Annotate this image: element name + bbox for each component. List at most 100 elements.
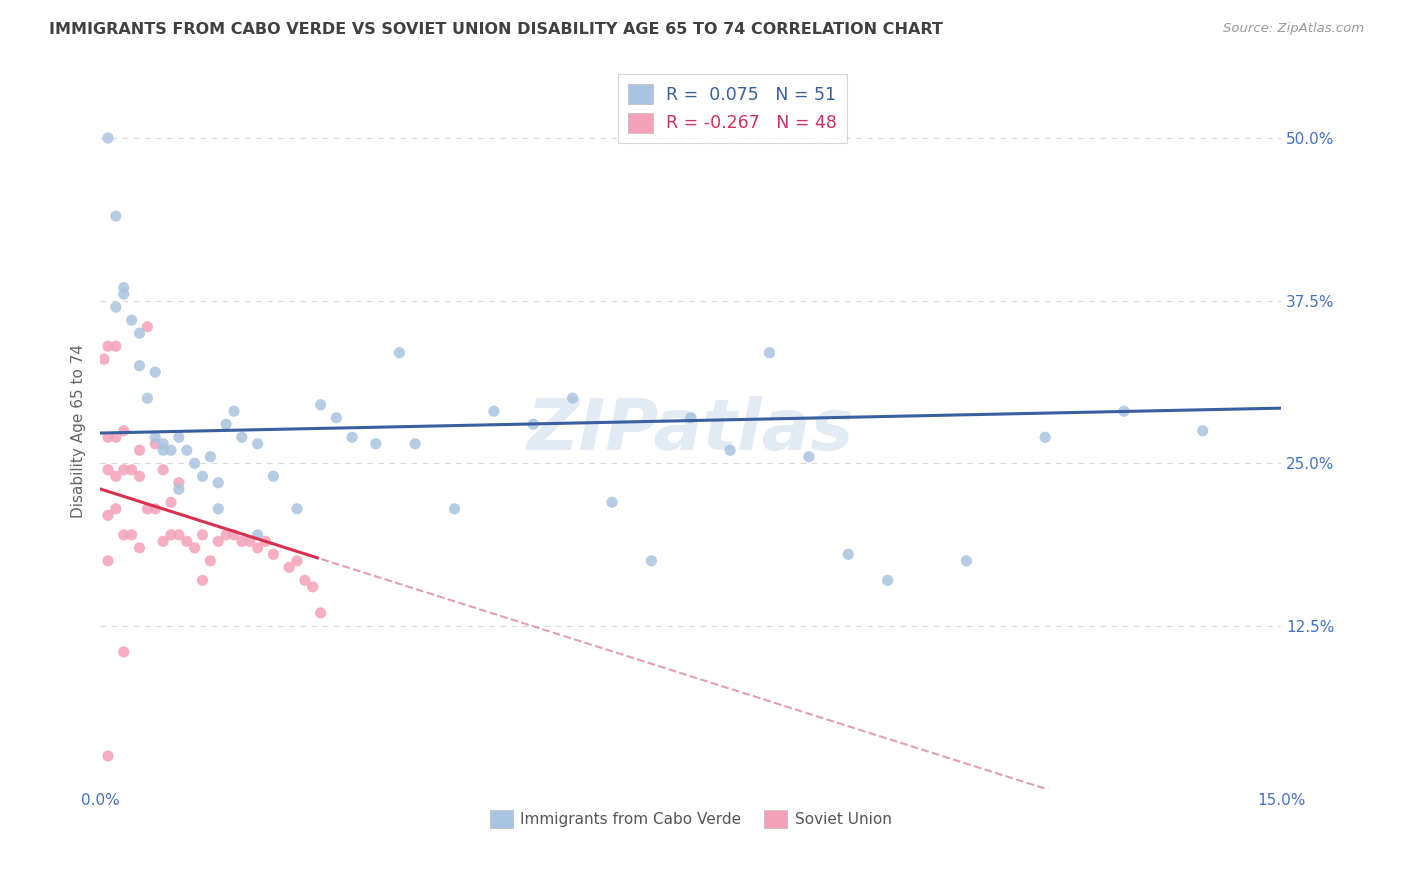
Point <box>200 554 222 568</box>
Point <box>246 541 269 555</box>
Point <box>797 450 820 464</box>
Point <box>222 404 245 418</box>
Point <box>128 359 150 373</box>
Point <box>104 300 127 314</box>
Point <box>97 339 120 353</box>
Point <box>128 541 150 555</box>
Text: ZIPatlas: ZIPatlas <box>527 396 855 466</box>
Point <box>309 606 332 620</box>
Point <box>104 501 127 516</box>
Point <box>679 410 702 425</box>
Point <box>207 501 229 516</box>
Point <box>143 436 166 450</box>
Point <box>136 319 159 334</box>
Point <box>152 534 174 549</box>
Point <box>136 391 159 405</box>
Point <box>128 326 150 341</box>
Point <box>183 541 205 555</box>
Point <box>143 501 166 516</box>
Point <box>191 528 214 542</box>
Point <box>97 463 120 477</box>
Point <box>285 554 308 568</box>
Point <box>152 436 174 450</box>
Point <box>388 345 411 359</box>
Point <box>97 749 120 764</box>
Point <box>152 463 174 477</box>
Point <box>262 547 284 561</box>
Point <box>104 209 127 223</box>
Point <box>876 574 898 588</box>
Point <box>112 424 135 438</box>
Point <box>758 345 780 359</box>
Point <box>167 483 190 497</box>
Point <box>246 436 269 450</box>
Point <box>443 501 465 516</box>
Point <box>167 475 190 490</box>
Point <box>128 443 150 458</box>
Point <box>143 430 166 444</box>
Point <box>104 339 127 353</box>
Point <box>309 398 332 412</box>
Point <box>222 528 245 542</box>
Point <box>239 534 262 549</box>
Point <box>191 574 214 588</box>
Point <box>121 463 143 477</box>
Point <box>121 313 143 327</box>
Point <box>112 528 135 542</box>
Point <box>561 391 583 405</box>
Point <box>600 495 623 509</box>
Point <box>404 436 426 450</box>
Point <box>364 436 387 450</box>
Point <box>143 365 166 379</box>
Point <box>93 352 115 367</box>
Point <box>160 528 183 542</box>
Point <box>294 574 316 588</box>
Point <box>1191 424 1213 438</box>
Point <box>104 430 127 444</box>
Text: IMMIGRANTS FROM CABO VERDE VS SOVIET UNION DISABILITY AGE 65 TO 74 CORRELATION C: IMMIGRANTS FROM CABO VERDE VS SOVIET UNI… <box>49 22 943 37</box>
Point <box>176 534 198 549</box>
Point <box>522 417 544 432</box>
Point <box>160 443 183 458</box>
Point <box>340 430 363 444</box>
Point <box>325 410 347 425</box>
Point <box>718 443 741 458</box>
Point <box>262 469 284 483</box>
Point <box>167 430 190 444</box>
Point <box>97 131 120 145</box>
Point <box>104 469 127 483</box>
Point <box>128 469 150 483</box>
Text: Source: ZipAtlas.com: Source: ZipAtlas.com <box>1223 22 1364 36</box>
Point <box>121 528 143 542</box>
Point <box>207 475 229 490</box>
Point <box>231 534 253 549</box>
Point <box>215 417 238 432</box>
Point <box>231 430 253 444</box>
Point <box>301 580 323 594</box>
Point <box>1112 404 1135 418</box>
Point <box>97 508 120 523</box>
Point <box>191 469 214 483</box>
Point <box>278 560 301 574</box>
Point <box>167 528 190 542</box>
Point <box>112 645 135 659</box>
Point <box>176 443 198 458</box>
Point <box>112 287 135 301</box>
Point <box>246 528 269 542</box>
Point <box>285 501 308 516</box>
Legend: Immigrants from Cabo Verde, Soviet Union: Immigrants from Cabo Verde, Soviet Union <box>484 804 898 835</box>
Point <box>112 463 135 477</box>
Y-axis label: Disability Age 65 to 74: Disability Age 65 to 74 <box>72 343 86 517</box>
Point <box>112 280 135 294</box>
Point <box>152 443 174 458</box>
Point <box>482 404 505 418</box>
Point <box>200 450 222 464</box>
Point <box>97 554 120 568</box>
Point <box>837 547 859 561</box>
Point <box>97 430 120 444</box>
Point <box>183 456 205 470</box>
Point <box>955 554 977 568</box>
Point <box>215 528 238 542</box>
Point <box>160 495 183 509</box>
Point <box>207 534 229 549</box>
